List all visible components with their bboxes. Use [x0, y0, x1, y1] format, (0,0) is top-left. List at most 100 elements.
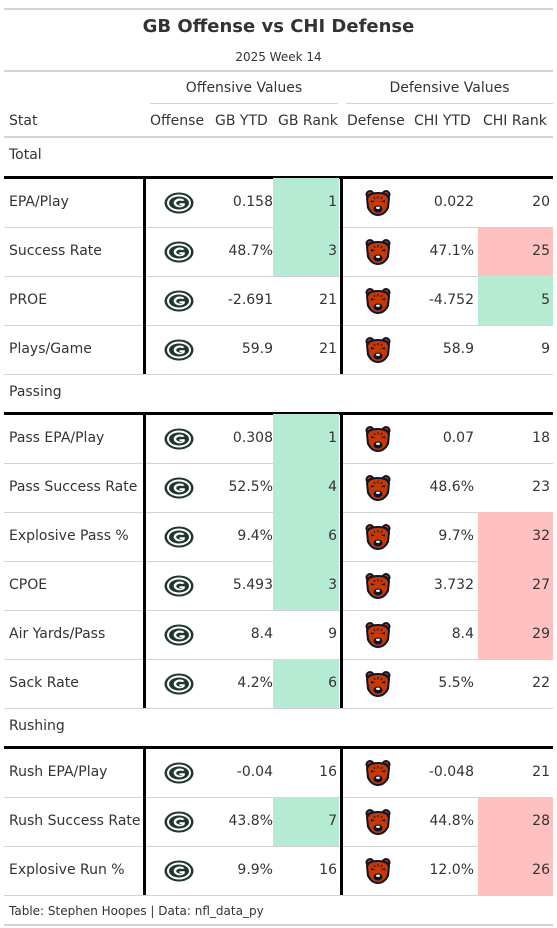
column-header-offense: Offense: [150, 113, 205, 129]
bears-logo-icon: [342, 227, 414, 276]
gb-ytd-value: 0.308: [232, 430, 273, 446]
stat-name: Rush EPA/Play: [9, 764, 108, 780]
packers-logo-icon: [145, 512, 213, 561]
bears-logo-icon: [342, 659, 414, 708]
chi-rank-value: 21: [532, 764, 550, 780]
row-divider: [4, 895, 553, 896]
table-title: GB Offense vs CHI Defense: [142, 16, 415, 37]
chi-ytd-value: 8.4: [451, 626, 474, 642]
stat-column-border: [143, 176, 146, 374]
bears-logo-icon: [342, 414, 414, 463]
column-header-chi-rank: CHI Rank: [483, 113, 547, 129]
group-top-border: [4, 412, 553, 415]
bears-logo-icon: [342, 748, 414, 797]
bears-logo-icon: [342, 846, 414, 895]
spanner-defensive-values: Defensive Values: [389, 80, 510, 96]
gb-ytd-value: 5.493: [232, 577, 273, 593]
gb-rank-value: 9: [328, 626, 337, 642]
row-divider: [4, 276, 553, 277]
group-label-passing: Passing: [9, 384, 62, 400]
group-label-total: Total: [9, 147, 42, 163]
row-divider: [4, 374, 553, 375]
packers-logo-icon: [145, 178, 213, 227]
stat-name: Sack Rate: [9, 675, 79, 691]
stat-name: Explosive Run %: [9, 862, 125, 878]
stat-name: Pass Success Rate: [9, 479, 138, 495]
row-divider: [4, 325, 553, 326]
stat-name: Explosive Pass %: [9, 528, 129, 544]
chi-rank-value: 23: [532, 479, 550, 495]
gb-rank-value: 4: [273, 463, 339, 512]
chi-ytd-value: 9.7%: [438, 528, 474, 544]
spanner-defensive-line: [346, 103, 553, 104]
chi-rank-value: 28: [478, 797, 553, 846]
table-row: Explosive Pass % 9.4% 6 9.7% 32: [4, 512, 553, 561]
bears-logo-icon: [342, 276, 414, 325]
chi-rank-value: 20: [532, 194, 550, 210]
gb-rank-value: 6: [273, 659, 339, 708]
bears-logo-icon: [342, 325, 414, 374]
gb-ytd-value: 8.4: [250, 626, 273, 642]
stat-name: PROE: [9, 292, 48, 308]
column-header-chi-ytd: CHI YTD: [414, 113, 471, 129]
gb-rank-value: 3: [273, 561, 339, 610]
chi-rank-value: 27: [478, 561, 553, 610]
gb-rank-value: 3: [273, 227, 339, 276]
table-top-border: [4, 8, 553, 10]
gb-rank-value: 7: [273, 797, 339, 846]
bears-logo-icon: [342, 178, 414, 227]
chi-rank-value: 5: [478, 276, 553, 325]
packers-logo-icon: [145, 227, 213, 276]
source-note: Table: Stephen Hoopes | Data: nfl_data_p…: [9, 904, 264, 918]
column-header-gb-rank: GB Rank: [278, 113, 338, 129]
header-divider: [4, 70, 553, 72]
table-row: Pass Success Rate 52.5% 4 48.6% 23: [4, 463, 553, 512]
chi-rank-value: 22: [532, 675, 550, 691]
table-row: Rush EPA/Play -0.04 16 -0.048 21: [4, 748, 553, 797]
table-row: Air Yards/Pass 8.4 9 8.4 29: [4, 610, 553, 659]
chi-rank-value: 25: [478, 227, 553, 276]
gb-ytd-value: -2.691: [227, 292, 273, 308]
column-header-stat: Stat: [9, 113, 38, 129]
packers-logo-icon: [145, 797, 213, 846]
stat-name: Plays/Game: [9, 341, 92, 357]
table-row: Success Rate 48.7% 3 47.1% 25: [4, 227, 553, 276]
chi-ytd-value: 0.022: [433, 194, 474, 210]
chi-rank-value: 18: [532, 430, 550, 446]
group-label-rushing: Rushing: [9, 718, 65, 734]
gb-ytd-value: 48.7%: [228, 243, 273, 259]
chi-ytd-value: 12.0%: [429, 862, 474, 878]
chi-rank-value: 26: [478, 846, 553, 895]
table-row: CPOE 5.493 3 3.732 27: [4, 561, 553, 610]
spanner-offensive-line: [150, 103, 338, 104]
group-top-border: [4, 746, 553, 749]
chi-ytd-value: 5.5%: [438, 675, 474, 691]
column-header-divider: [4, 136, 553, 138]
packers-logo-icon: [145, 610, 213, 659]
chi-ytd-value: -0.048: [428, 764, 474, 780]
bears-logo-icon: [342, 610, 414, 659]
table-row: Sack Rate 4.2% 6 5.5% 22: [4, 659, 553, 708]
table-row: EPA/Play 0.158 1 0.022 20: [4, 178, 553, 227]
stat-name: Pass EPA/Play: [9, 430, 105, 446]
spanner-offensive-values: Offensive Values: [185, 80, 303, 96]
bears-logo-icon: [342, 463, 414, 512]
gb-rank-value: 16: [319, 862, 337, 878]
gb-ytd-value: 52.5%: [228, 479, 273, 495]
packers-logo-icon: [145, 748, 213, 797]
chi-ytd-value: 58.9: [442, 341, 474, 357]
chi-rank-value: 29: [478, 610, 553, 659]
gb-ytd-value: -0.04: [236, 764, 273, 780]
defense-column-border: [340, 176, 343, 374]
packers-logo-icon: [145, 463, 213, 512]
stat-column-border: [143, 412, 146, 708]
gb-ytd-value: 59.9: [241, 341, 273, 357]
stat-name: Success Rate: [9, 243, 102, 259]
chi-ytd-value: 0.07: [442, 430, 474, 446]
table-subtitle: 2025 Week 14: [235, 50, 322, 64]
gb-rank-value: 21: [319, 341, 337, 357]
row-divider: [4, 610, 553, 611]
gb-ytd-value: 4.2%: [237, 675, 273, 691]
stat-name: CPOE: [9, 577, 48, 593]
